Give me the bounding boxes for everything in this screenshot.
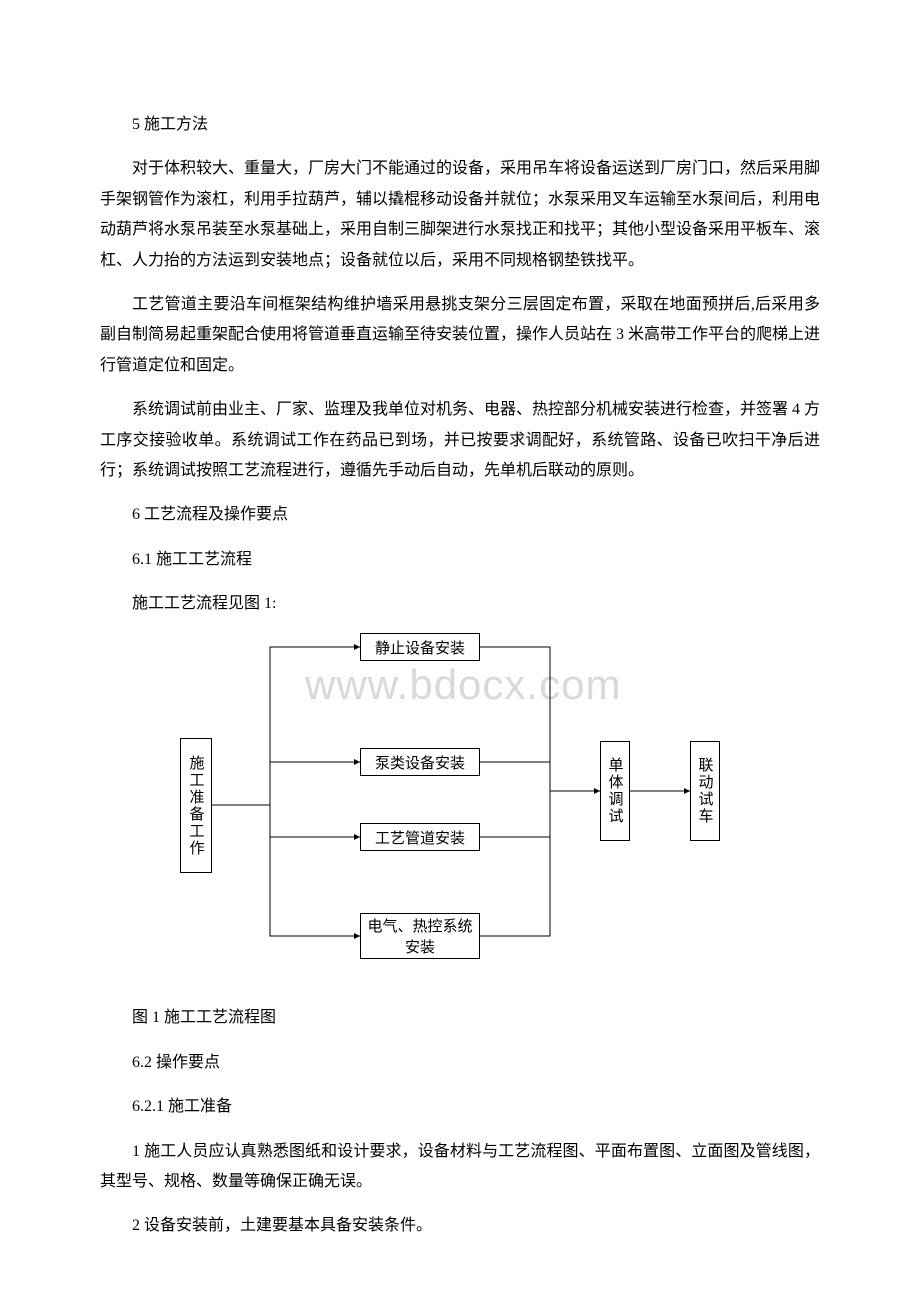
flowchart-node-single: 单体调试 bbox=[600, 741, 630, 841]
flowchart-edge-7 bbox=[480, 837, 550, 936]
flowchart-node-pipe: 工艺管道安装 bbox=[360, 823, 480, 851]
para-2: 工艺管道主要沿车间框架结构维护墙采用悬挑支架分三层固定布置，采取在地面预拼后,后… bbox=[100, 290, 820, 381]
para-3: 系统调试前由业主、厂家、监理及我单位对机务、电器、热控部分机械安装进行检查，并签… bbox=[100, 395, 820, 486]
para-5: 2 设备安装前，土建要基本具备安装条件。 bbox=[100, 1211, 820, 1241]
para-4: 1 施工人员应认真熟悉图纸和设计要求，设备材料与工艺流程图、平面布置图、立面图及… bbox=[100, 1137, 820, 1198]
flowchart-edge-2 bbox=[270, 805, 360, 837]
flowchart-edge-6 bbox=[480, 791, 550, 837]
figure-intro: 施工工艺流程见图 1: bbox=[100, 589, 820, 619]
flowchart-node-prep: 施工准备工作 bbox=[180, 738, 212, 873]
heading-6: 6 工艺流程及操作要点 bbox=[100, 500, 820, 530]
figure-caption: 图 1 施工工艺流程图 bbox=[100, 1003, 820, 1033]
heading-6-2: 6.2 操作要点 bbox=[100, 1048, 820, 1078]
flowchart-figure-1: www.bdocx.com 施工准备工作静止设备安装泵类设备安装工艺管道安装电气… bbox=[180, 633, 740, 973]
flowchart-node-pump: 泵类设备安装 bbox=[360, 748, 480, 776]
heading-6-1: 6.1 施工工艺流程 bbox=[100, 545, 820, 575]
flowchart-node-elec: 电气、热控系统安装 bbox=[360, 913, 480, 959]
flowchart-node-static: 静止设备安装 bbox=[360, 633, 480, 661]
heading-5: 5 施工方法 bbox=[100, 110, 820, 140]
flowchart-edge-5 bbox=[480, 762, 550, 791]
heading-6-2-1: 6.2.1 施工准备 bbox=[100, 1092, 820, 1122]
flowchart-edge-4 bbox=[480, 647, 600, 791]
flowchart-edge-3 bbox=[270, 805, 360, 936]
flowchart-edge-1 bbox=[270, 762, 360, 805]
flowchart-node-link: 联动试车 bbox=[690, 741, 720, 841]
flowchart-edge-0 bbox=[212, 647, 360, 805]
para-1: 对于体积较大、重量大，厂房大门不能通过的设备，采用吊车将设备运送到厂房门口，然后… bbox=[100, 154, 820, 276]
